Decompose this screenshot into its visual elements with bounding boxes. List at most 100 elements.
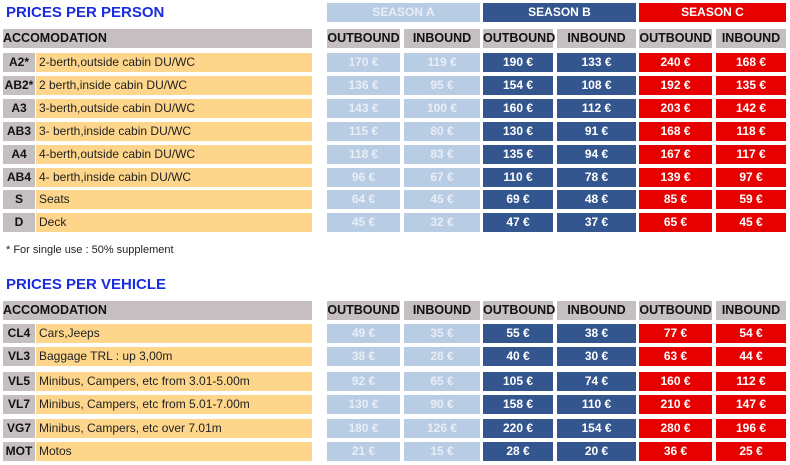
price-cell: 168 € bbox=[639, 122, 712, 141]
inbound-header: INBOUND bbox=[557, 29, 636, 48]
row-description: Seats bbox=[36, 190, 312, 209]
price-cell: 83 € bbox=[404, 145, 480, 164]
outbound-header: OUTBOUND bbox=[483, 29, 555, 48]
price-cell: 96 € bbox=[327, 168, 400, 187]
price-cell: 32 € bbox=[404, 213, 480, 232]
row-description: 2 berth,inside cabin DU/WC bbox=[36, 76, 312, 95]
row-description: Baggage TRL : up 3,00m bbox=[36, 347, 312, 366]
price-cell: 85 € bbox=[639, 190, 712, 209]
row-code: VG7 bbox=[3, 419, 35, 438]
price-cell: 91 € bbox=[557, 122, 636, 141]
price-cell: 59 € bbox=[716, 190, 786, 209]
row-description: Minibus, Campers, etc from 3.01-5.00m bbox=[36, 372, 312, 391]
price-cell: 30 € bbox=[557, 347, 636, 366]
row-code: AB2* bbox=[3, 76, 35, 95]
price-cell: 147 € bbox=[716, 395, 786, 414]
price-cell: 54 € bbox=[716, 324, 786, 343]
price-cell: 21 € bbox=[327, 442, 400, 461]
outbound-header: OUTBOUND bbox=[327, 301, 400, 320]
price-cell: 203 € bbox=[639, 99, 712, 118]
price-cell: 40 € bbox=[483, 347, 553, 366]
inbound-header: INBOUND bbox=[716, 301, 786, 320]
row-description: 4- berth,inside cabin DU/WC bbox=[36, 168, 312, 187]
price-cell: 130 € bbox=[483, 122, 553, 141]
price-cell: 108 € bbox=[557, 76, 636, 95]
price-cell: 69 € bbox=[483, 190, 553, 209]
price-cell: 180 € bbox=[327, 419, 400, 438]
price-cell: 139 € bbox=[639, 168, 712, 187]
price-cell: 67 € bbox=[404, 168, 480, 187]
price-cell: 90 € bbox=[404, 395, 480, 414]
price-cell: 130 € bbox=[327, 395, 400, 414]
price-cell: 95 € bbox=[404, 76, 480, 95]
inbound-header: INBOUND bbox=[716, 29, 786, 48]
price-cell: 35 € bbox=[404, 324, 480, 343]
price-cell: 210 € bbox=[639, 395, 712, 414]
price-cell: 170 € bbox=[327, 53, 400, 72]
season-header-b: SEASON B bbox=[483, 3, 636, 22]
accomodation-header: ACCOMODATION bbox=[3, 29, 312, 48]
price-cell: 240 € bbox=[639, 53, 712, 72]
price-cell: 118 € bbox=[716, 122, 786, 141]
price-cell: 65 € bbox=[404, 372, 480, 391]
price-cell: 37 € bbox=[557, 213, 636, 232]
row-description: Motos bbox=[36, 442, 312, 461]
person-title: PRICES PER PERSON bbox=[6, 4, 165, 21]
row-description: Deck bbox=[36, 213, 312, 232]
price-cell: 92 € bbox=[327, 372, 400, 391]
row-description: 4-berth,outside cabin DU/WC bbox=[36, 145, 312, 164]
price-cell: 136 € bbox=[327, 76, 400, 95]
outbound-header: OUTBOUND bbox=[483, 301, 555, 320]
price-cell: 28 € bbox=[404, 347, 480, 366]
accomodation-header: ACCOMODATION bbox=[3, 301, 312, 320]
price-cell: 160 € bbox=[483, 99, 553, 118]
vehicle-title: PRICES PER VEHICLE bbox=[6, 276, 167, 293]
price-cell: 220 € bbox=[483, 419, 553, 438]
row-code: D bbox=[3, 213, 35, 232]
row-code: VL5 bbox=[3, 372, 35, 391]
price-cell: 117 € bbox=[716, 145, 786, 164]
price-cell: 55 € bbox=[483, 324, 553, 343]
price-cell: 74 € bbox=[557, 372, 636, 391]
row-code: AB4 bbox=[3, 168, 35, 187]
price-cell: 112 € bbox=[557, 99, 636, 118]
price-cell: 36 € bbox=[639, 442, 712, 461]
row-code: A3 bbox=[3, 99, 35, 118]
row-description: 2-berth,outside cabin DU/WC bbox=[36, 53, 312, 72]
price-cell: 167 € bbox=[639, 145, 712, 164]
row-description: Minibus, Campers, etc over 7.01m bbox=[36, 419, 312, 438]
row-code: MOT bbox=[3, 442, 35, 461]
price-cell: 45 € bbox=[716, 213, 786, 232]
row-code: VL7 bbox=[3, 395, 35, 414]
price-cell: 25 € bbox=[716, 442, 786, 461]
price-cell: 154 € bbox=[557, 419, 636, 438]
price-cell: 110 € bbox=[557, 395, 636, 414]
price-cell: 77 € bbox=[639, 324, 712, 343]
price-cell: 100 € bbox=[404, 99, 480, 118]
price-cell: 38 € bbox=[327, 347, 400, 366]
price-cell: 196 € bbox=[716, 419, 786, 438]
price-cell: 20 € bbox=[557, 442, 636, 461]
price-cell: 15 € bbox=[404, 442, 480, 461]
row-code: AB3 bbox=[3, 122, 35, 141]
row-code: A2* bbox=[3, 53, 35, 72]
price-cell: 280 € bbox=[639, 419, 712, 438]
row-description: 3- berth,inside cabin DU/WC bbox=[36, 122, 312, 141]
price-cell: 65 € bbox=[639, 213, 712, 232]
row-description: Minibus, Campers, etc from 5.01-7.00m bbox=[36, 395, 312, 414]
price-cell: 49 € bbox=[327, 324, 400, 343]
price-cell: 105 € bbox=[483, 372, 553, 391]
price-cell: 119 € bbox=[404, 53, 480, 72]
price-cell: 80 € bbox=[404, 122, 480, 141]
price-cell: 97 € bbox=[716, 168, 786, 187]
row-code: A4 bbox=[3, 145, 35, 164]
inbound-header: INBOUND bbox=[404, 301, 480, 320]
inbound-header: INBOUND bbox=[404, 29, 480, 48]
price-cell: 78 € bbox=[557, 168, 636, 187]
row-description: Cars,Jeeps bbox=[36, 324, 312, 343]
row-code: S bbox=[3, 190, 35, 209]
price-cell: 118 € bbox=[327, 145, 400, 164]
outbound-header: OUTBOUND bbox=[639, 301, 712, 320]
season-header-a: SEASON A bbox=[327, 3, 480, 22]
price-cell: 158 € bbox=[483, 395, 553, 414]
